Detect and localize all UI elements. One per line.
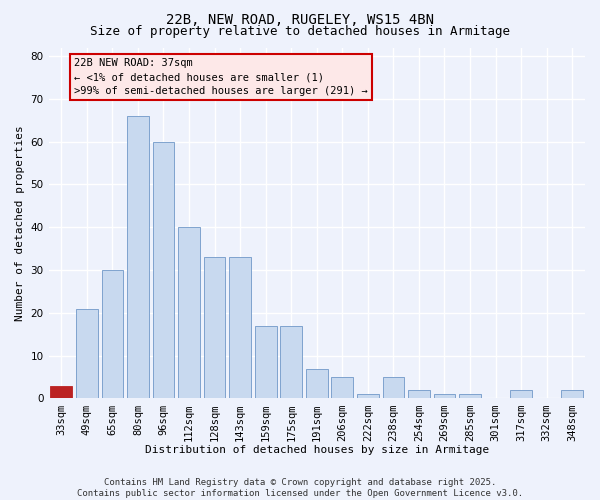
- Bar: [408, 390, 430, 398]
- Bar: [510, 390, 532, 398]
- Bar: [255, 326, 277, 398]
- X-axis label: Distribution of detached houses by size in Armitage: Distribution of detached houses by size …: [145, 445, 489, 455]
- Bar: [50, 386, 72, 398]
- Bar: [178, 228, 200, 398]
- Bar: [101, 270, 123, 398]
- Bar: [204, 257, 226, 398]
- Bar: [229, 257, 251, 398]
- Bar: [152, 142, 175, 398]
- Bar: [76, 308, 98, 398]
- Bar: [459, 394, 481, 398]
- Bar: [331, 377, 353, 398]
- Text: Size of property relative to detached houses in Armitage: Size of property relative to detached ho…: [90, 25, 510, 38]
- Text: 22B, NEW ROAD, RUGELEY, WS15 4BN: 22B, NEW ROAD, RUGELEY, WS15 4BN: [166, 12, 434, 26]
- Bar: [562, 390, 583, 398]
- Bar: [280, 326, 302, 398]
- Text: 22B NEW ROAD: 37sqm
← <1% of detached houses are smaller (1)
>99% of semi-detach: 22B NEW ROAD: 37sqm ← <1% of detached ho…: [74, 58, 368, 96]
- Y-axis label: Number of detached properties: Number of detached properties: [15, 125, 25, 321]
- Bar: [383, 377, 404, 398]
- Bar: [306, 368, 328, 398]
- Text: Contains HM Land Registry data © Crown copyright and database right 2025.
Contai: Contains HM Land Registry data © Crown c…: [77, 478, 523, 498]
- Bar: [434, 394, 455, 398]
- Bar: [127, 116, 149, 399]
- Bar: [357, 394, 379, 398]
